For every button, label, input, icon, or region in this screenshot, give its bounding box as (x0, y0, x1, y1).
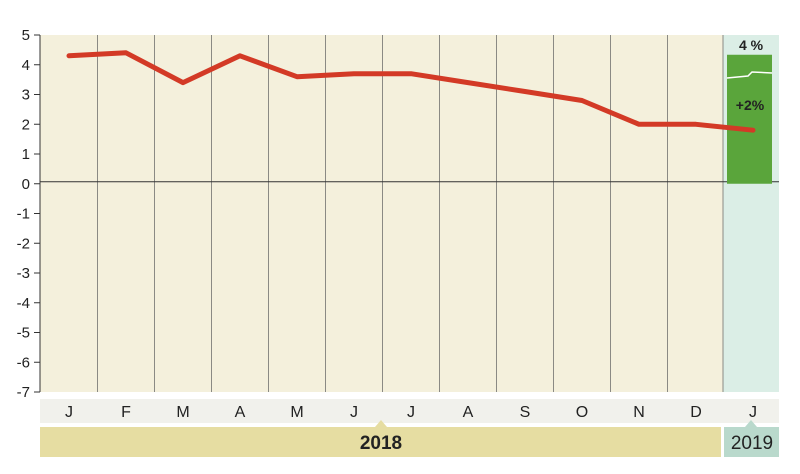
x-tick-label: S (520, 404, 531, 421)
target-bar-break-mark (726, 71, 773, 79)
x-tick-label: D (690, 404, 702, 421)
y-tick-label: 0 (22, 176, 30, 193)
y-tick-label: -7 (17, 384, 30, 401)
target-bar-inner-label: +2% (736, 97, 765, 113)
y-tick-label: 1 (22, 146, 30, 163)
y-tick-label: 4 (22, 57, 30, 74)
x-tick-label: O (576, 404, 588, 421)
y-tick-label: -1 (17, 206, 30, 223)
vertical-gridlines (97, 35, 724, 392)
year-band-2019-notch (745, 420, 757, 427)
x-tick-label: J (407, 404, 415, 421)
x-tick-label: J (65, 404, 73, 421)
y-tick-label: -5 (17, 325, 30, 342)
x-tick-label: N (633, 404, 645, 421)
y-tick-label: -2 (17, 235, 30, 252)
x-tick-label: A (235, 404, 246, 421)
y-tick-label: 2 (22, 116, 30, 133)
target-bar (727, 54, 772, 184)
x-tick-label: J (749, 404, 757, 421)
y-tick-label: 5 (22, 27, 30, 44)
year-label-2018: 2018 (360, 433, 402, 454)
y-tick-label: -6 (17, 354, 30, 371)
y-tick-label: -4 (17, 295, 30, 312)
x-tick-label: M (176, 404, 189, 421)
x-tick-label: F (121, 404, 131, 421)
series-line (66, 50, 756, 133)
year-band-2018 (40, 427, 721, 457)
y-tick-label: 3 (22, 87, 30, 104)
y-axis-ticks: 5 4 3 2 1 0 -1 -2 -3 -4 -5 -6 -7 (17, 27, 40, 401)
plot-background (40, 35, 723, 392)
y-tick-label: -3 (17, 265, 30, 282)
x-tick-label: J (350, 404, 358, 421)
x-tick-strip (40, 399, 779, 423)
year-band-2018-notch (375, 420, 387, 427)
year-label-2019: 2019 (731, 433, 773, 454)
target-bar-top-label: 4 % (739, 37, 764, 53)
x-tick-label: A (463, 404, 474, 421)
target-bar-group: 4 % +2% (726, 37, 773, 184)
year-band-2019 (724, 427, 779, 457)
x-tick-label: M (290, 404, 303, 421)
